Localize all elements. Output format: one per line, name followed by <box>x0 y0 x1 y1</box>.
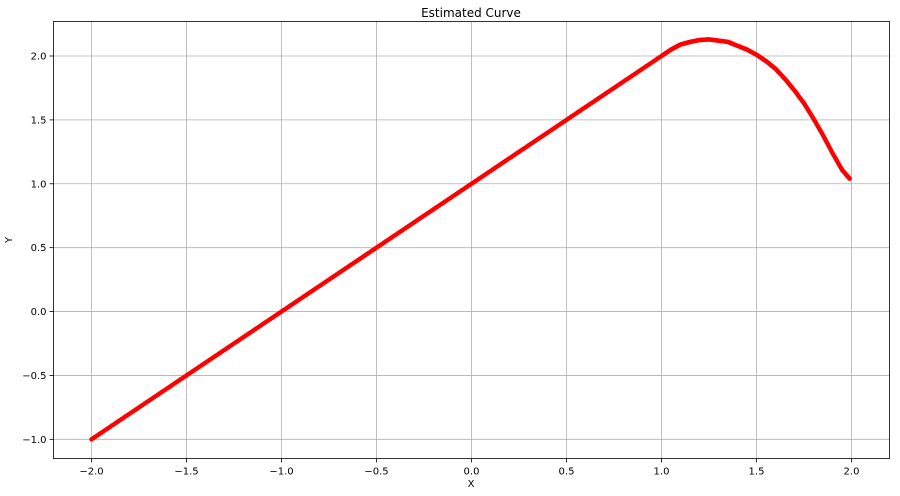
y-axis-label: Y <box>4 236 15 244</box>
grid <box>53 21 890 459</box>
x-tick-label: −1.5 <box>174 467 198 478</box>
plot-frame <box>53 21 890 459</box>
x-tick-label: 2.0 <box>844 467 860 478</box>
y-tick-label: −0.5 <box>22 371 46 382</box>
x-tick-label: 1.0 <box>654 467 670 478</box>
x-tick-label: −0.5 <box>364 467 388 478</box>
x-tick-label: 0.5 <box>559 467 575 478</box>
data-points <box>89 37 852 442</box>
x-tick-label: 0.0 <box>464 467 480 478</box>
x-axis-label: X <box>468 479 475 490</box>
y-tick-label: 1.0 <box>31 179 47 190</box>
x-tick-label: −1.0 <box>269 467 293 478</box>
x-tick-label: −2.0 <box>79 467 103 478</box>
x-tick-label: 1.5 <box>749 467 765 478</box>
axis-ticks: −2.0 −1.5 −1.0 −0.5 0.0 0.5 1.0 1.5 2.0 −1.0 −0.5 0… <box>22 52 859 478</box>
y-tick-label: 0.5 <box>31 243 47 254</box>
data-point <box>847 176 852 181</box>
chart-title: Estimated Curve <box>421 6 521 20</box>
y-tick-label: 2.0 <box>31 52 47 63</box>
y-tick-label: 0.0 <box>31 307 47 318</box>
y-tick-label: −1.0 <box>22 435 46 446</box>
y-tick-label: 1.5 <box>31 115 47 126</box>
